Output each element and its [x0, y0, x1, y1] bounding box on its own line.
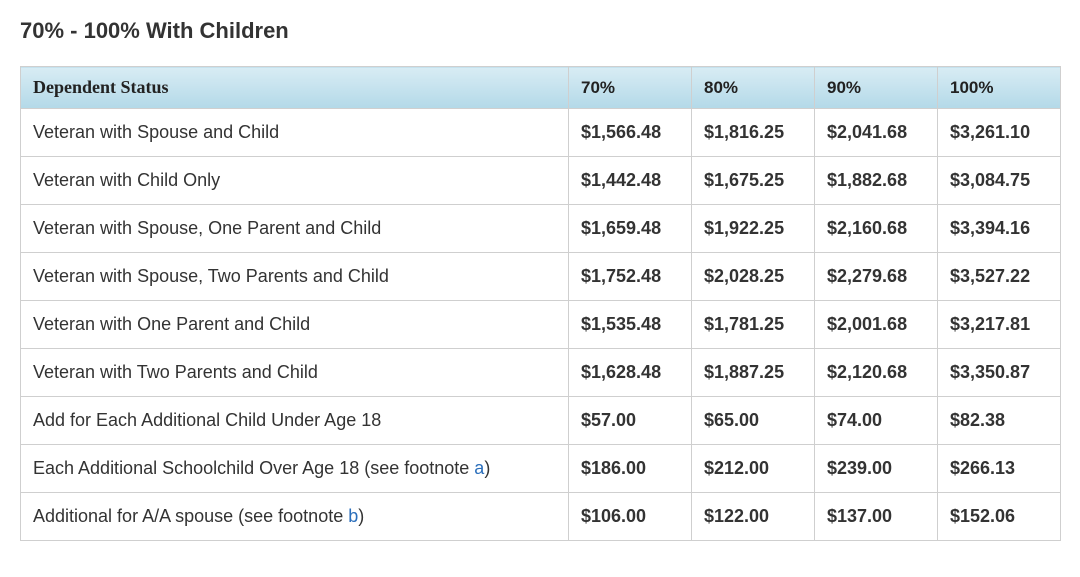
cell-70: $1,628.48 [569, 349, 692, 397]
cell-100: $82.38 [938, 397, 1061, 445]
cell-80: $2,028.25 [692, 253, 815, 301]
cell-90: $2,120.68 [815, 349, 938, 397]
cell-100: $266.13 [938, 445, 1061, 493]
cell-80: $1,816.25 [692, 109, 815, 157]
footnote-link[interactable]: b [348, 506, 358, 526]
col-header-100: 100% [938, 67, 1061, 109]
row-label: Veteran with Spouse, One Parent and Chil… [21, 205, 569, 253]
row-label: Veteran with One Parent and Child [21, 301, 569, 349]
cell-90: $2,041.68 [815, 109, 938, 157]
cell-90: $2,001.68 [815, 301, 938, 349]
cell-90: $2,160.68 [815, 205, 938, 253]
cell-80: $212.00 [692, 445, 815, 493]
row-label-suffix: ) [484, 458, 490, 478]
row-label-suffix: ) [358, 506, 364, 526]
cell-90: $239.00 [815, 445, 938, 493]
cell-100: $3,394.16 [938, 205, 1061, 253]
row-label: Veteran with Spouse, Two Parents and Chi… [21, 253, 569, 301]
row-label-prefix: Additional for A/A spouse (see footnote [33, 506, 348, 526]
row-label: Each Additional Schoolchild Over Age 18 … [21, 445, 569, 493]
table-header-row: Dependent Status 70% 80% 90% 100% [21, 67, 1061, 109]
cell-90: $2,279.68 [815, 253, 938, 301]
cell-70: $1,442.48 [569, 157, 692, 205]
cell-70: $186.00 [569, 445, 692, 493]
rates-table: Dependent Status 70% 80% 90% 100% Vetera… [20, 66, 1061, 541]
cell-70: $1,566.48 [569, 109, 692, 157]
table-row: Each Additional Schoolchild Over Age 18 … [21, 445, 1061, 493]
cell-80: $1,781.25 [692, 301, 815, 349]
row-label: Veteran with Child Only [21, 157, 569, 205]
table-row: Veteran with Spouse, Two Parents and Chi… [21, 253, 1061, 301]
table-row: Veteran with Spouse and Child$1,566.48$1… [21, 109, 1061, 157]
cell-100: $3,527.22 [938, 253, 1061, 301]
cell-100: $3,261.10 [938, 109, 1061, 157]
row-label: Veteran with Spouse and Child [21, 109, 569, 157]
table-row: Additional for A/A spouse (see footnote … [21, 493, 1061, 541]
cell-80: $1,675.25 [692, 157, 815, 205]
cell-70: $1,752.48 [569, 253, 692, 301]
cell-70: $1,535.48 [569, 301, 692, 349]
row-label: Additional for A/A spouse (see footnote … [21, 493, 569, 541]
table-row: Veteran with Child Only$1,442.48$1,675.2… [21, 157, 1061, 205]
cell-80: $65.00 [692, 397, 815, 445]
col-header-status: Dependent Status [21, 67, 569, 109]
cell-90: $137.00 [815, 493, 938, 541]
cell-70: $106.00 [569, 493, 692, 541]
table-row: Veteran with Spouse, One Parent and Chil… [21, 205, 1061, 253]
table-row: Veteran with Two Parents and Child$1,628… [21, 349, 1061, 397]
table-row: Add for Each Additional Child Under Age … [21, 397, 1061, 445]
cell-80: $1,887.25 [692, 349, 815, 397]
col-header-70: 70% [569, 67, 692, 109]
cell-90: $74.00 [815, 397, 938, 445]
cell-70: $1,659.48 [569, 205, 692, 253]
cell-80: $1,922.25 [692, 205, 815, 253]
row-label: Add for Each Additional Child Under Age … [21, 397, 569, 445]
cell-100: $3,217.81 [938, 301, 1061, 349]
footnote-link[interactable]: a [474, 458, 484, 478]
col-header-90: 90% [815, 67, 938, 109]
cell-90: $1,882.68 [815, 157, 938, 205]
page-title: 70% - 100% With Children [20, 18, 1060, 44]
cell-100: $152.06 [938, 493, 1061, 541]
row-label: Veteran with Two Parents and Child [21, 349, 569, 397]
table-row: Veteran with One Parent and Child$1,535.… [21, 301, 1061, 349]
col-header-80: 80% [692, 67, 815, 109]
row-label-prefix: Each Additional Schoolchild Over Age 18 … [33, 458, 474, 478]
cell-70: $57.00 [569, 397, 692, 445]
cell-100: $3,350.87 [938, 349, 1061, 397]
cell-80: $122.00 [692, 493, 815, 541]
cell-100: $3,084.75 [938, 157, 1061, 205]
